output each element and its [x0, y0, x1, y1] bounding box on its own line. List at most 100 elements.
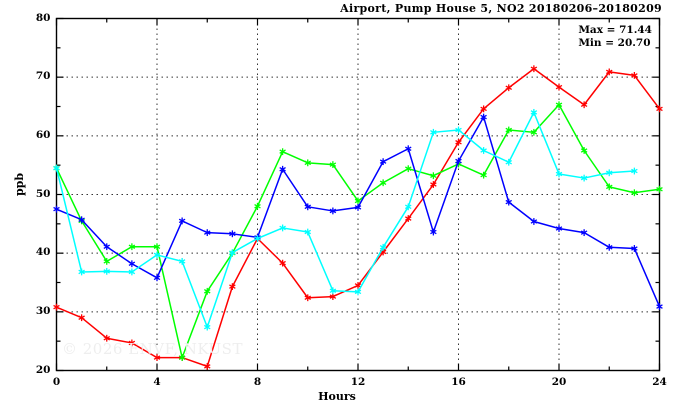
data-point-marker	[203, 230, 211, 235]
data-point-marker	[631, 73, 638, 78]
data-point-marker	[455, 140, 462, 145]
x-axis-label: Hours	[318, 390, 356, 403]
data-point-marker	[480, 114, 487, 120]
data-point-marker	[279, 225, 286, 231]
data-point-marker	[203, 289, 211, 294]
data-series-20180209	[53, 108, 638, 331]
data-point-marker	[455, 127, 462, 133]
data-point-marker	[329, 162, 337, 167]
data-point-marker	[430, 182, 437, 187]
x-tick-label: 20	[551, 375, 567, 388]
data-point-marker	[404, 146, 412, 152]
data-point-marker	[455, 158, 462, 164]
data-point-marker	[480, 172, 487, 178]
data-point-marker	[203, 364, 211, 369]
data-point-marker	[128, 340, 136, 346]
data-point-marker	[128, 269, 136, 275]
data-point-marker	[103, 335, 111, 341]
data-point-marker	[605, 170, 613, 176]
data-point-marker	[103, 244, 111, 249]
x-tick-label: 12	[350, 375, 366, 388]
data-point-marker	[505, 127, 513, 133]
data-point-marker	[530, 219, 538, 224]
data-point-marker	[430, 229, 437, 235]
data-point-marker	[128, 244, 136, 249]
data-point-marker	[254, 236, 261, 241]
data-point-marker	[379, 245, 387, 250]
data-point-marker	[656, 106, 663, 112]
data-point-marker	[530, 66, 538, 71]
data-point-marker	[153, 244, 161, 249]
data-point-marker	[354, 283, 362, 288]
plot-frame	[55, 17, 661, 372]
data-point-marker	[329, 294, 337, 299]
data-point-marker	[78, 269, 85, 275]
data-point-marker	[605, 69, 613, 75]
data-point-marker	[279, 167, 286, 172]
data-point-marker	[656, 186, 663, 192]
data-point-marker	[178, 259, 186, 264]
data-point-marker	[304, 229, 312, 235]
data-point-marker	[555, 226, 563, 231]
min-annotation: Min = 20.70	[578, 37, 651, 49]
data-point-marker	[229, 250, 236, 255]
data-point-marker	[128, 261, 136, 266]
data-point-marker	[53, 206, 60, 212]
data-point-marker	[103, 269, 111, 274]
data-point-marker	[379, 159, 387, 164]
y-tick-label: 40	[35, 246, 51, 259]
data-point-marker	[505, 85, 513, 90]
data-point-marker	[656, 304, 663, 309]
data-point-marker	[580, 175, 588, 181]
data-point-marker	[354, 198, 362, 204]
data-point-marker	[304, 204, 312, 210]
data-point-marker	[229, 231, 236, 237]
data-point-marker	[78, 315, 85, 320]
series-line	[56, 67, 661, 368]
data-point-marker	[254, 203, 261, 209]
data-series-20180206	[53, 65, 663, 370]
y-tick-label: 50	[35, 187, 51, 200]
data-point-marker	[480, 148, 487, 153]
data-point-marker	[605, 184, 613, 190]
data-point-marker	[354, 289, 362, 295]
y-tick-label: 20	[35, 363, 51, 376]
data-point-marker	[480, 106, 487, 112]
data-point-marker	[354, 205, 362, 210]
series-line	[56, 116, 661, 307]
data-point-marker	[555, 171, 563, 177]
data-point-marker	[404, 204, 412, 210]
series-line	[55, 111, 635, 328]
data-point-marker	[304, 160, 312, 166]
data-point-marker	[505, 159, 513, 165]
data-point-marker	[555, 102, 563, 108]
stats-annotation: Max = 71.44 Min = 20.70	[578, 24, 652, 50]
data-point-marker	[631, 190, 638, 196]
x-tick-label: 8	[253, 375, 262, 388]
data-point-marker	[279, 149, 286, 154]
data-point-marker	[153, 252, 161, 258]
y-tick-label: 80	[35, 11, 51, 24]
data-point-marker	[430, 173, 437, 178]
chart-title: Airport, Pump House 5, NO2 20180206–2018…	[340, 2, 662, 15]
data-point-marker	[505, 199, 513, 205]
x-tick-label: 16	[451, 375, 466, 388]
data-point-marker	[580, 148, 588, 153]
data-point-marker	[329, 208, 337, 214]
data-point-marker	[530, 130, 538, 135]
data-point-marker	[178, 218, 186, 224]
data-point-marker	[580, 230, 588, 235]
y-tick-label: 60	[35, 128, 51, 141]
data-point-marker	[404, 216, 412, 221]
data-point-marker	[605, 245, 613, 250]
y-tick-label: 70	[35, 70, 51, 83]
data-point-marker	[304, 295, 312, 301]
x-tick-label: 24	[652, 375, 667, 388]
x-tick-label: 0	[52, 375, 61, 388]
data-point-marker	[329, 288, 337, 293]
data-point-marker	[153, 275, 161, 281]
data-point-marker	[404, 166, 412, 171]
max-annotation: Max = 71.44	[578, 24, 652, 36]
